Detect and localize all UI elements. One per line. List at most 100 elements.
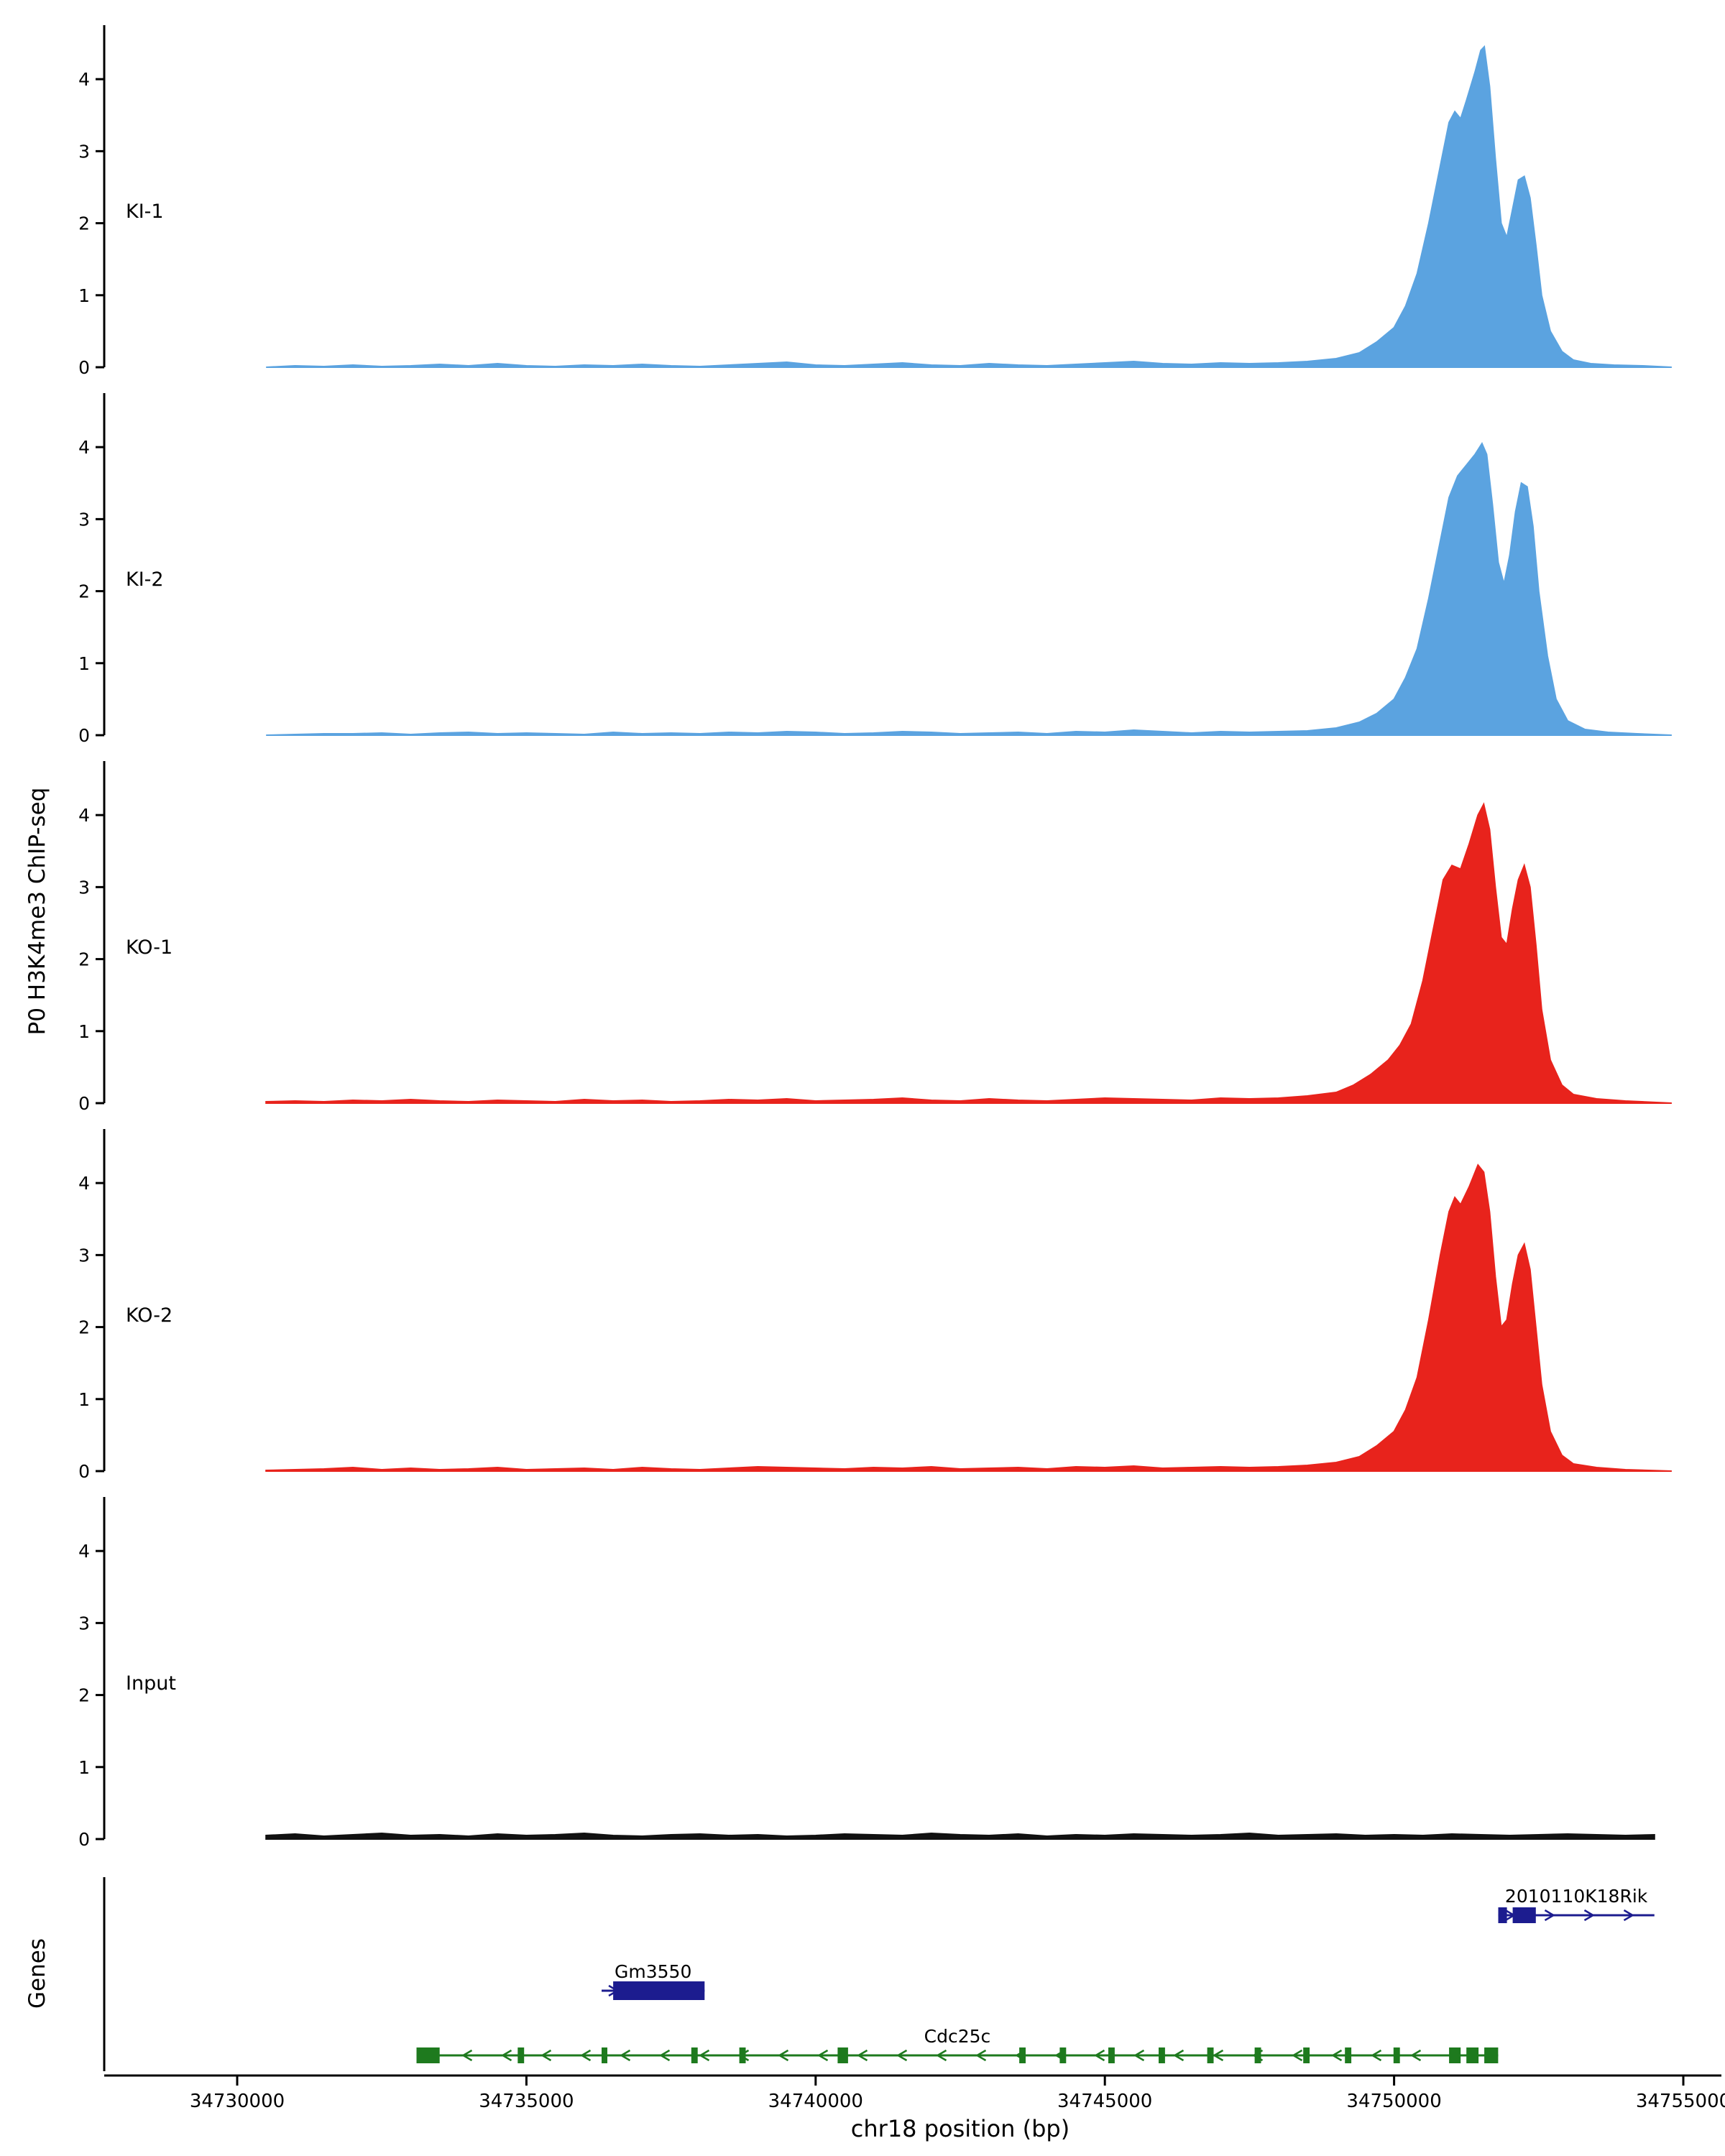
gene-Gm3550: Gm3550 <box>602 1961 705 2000</box>
track-label: Input <box>126 1672 176 1695</box>
exon-box <box>1345 2047 1352 2063</box>
track-label: KI-2 <box>126 568 164 591</box>
strand-arrow-icon <box>1094 2049 1105 2062</box>
exon-box <box>739 2047 746 2063</box>
signal-area <box>265 1164 1672 1472</box>
x-axis-label: chr18 position (bp) <box>850 2115 1070 2142</box>
strand-arrow-icon <box>975 2049 987 2062</box>
exon-box <box>1159 2047 1165 2063</box>
strand-arrow-icon <box>620 2049 631 2062</box>
exon-box <box>1254 2047 1261 2063</box>
exon-box <box>1303 2047 1310 2063</box>
exon-box <box>837 2047 848 2063</box>
y-tick-label: 3 <box>78 1613 90 1634</box>
x-tick-label: 34750000 <box>1346 2091 1441 2112</box>
exon-box <box>613 1981 705 2000</box>
signal-area <box>266 45 1672 368</box>
x-tick-label: 34730000 <box>190 2091 285 2112</box>
strand-arrow-icon <box>580 2049 592 2062</box>
y-tick-label: 4 <box>78 1541 90 1562</box>
y-tick-label: 2 <box>78 949 90 970</box>
strand-arrow-icon <box>540 2049 552 2062</box>
strand-arrow-icon <box>1410 2049 1422 2062</box>
exon-box <box>1019 2047 1026 2063</box>
exon-box <box>1449 2047 1461 2063</box>
y-tick-label: 4 <box>78 437 90 458</box>
y-tick-label: 1 <box>78 1757 90 1778</box>
y-tick-label: 2 <box>78 1317 90 1338</box>
exon-box <box>1393 2047 1400 2063</box>
y-tick-label: 1 <box>78 1389 90 1410</box>
exon-box <box>1108 2047 1115 2063</box>
strand-arrow-icon <box>896 2049 908 2062</box>
exon-box <box>1484 2047 1499 2063</box>
track-KI-1: 0 1 2 3 4 KI-1 <box>78 25 1672 378</box>
track-label: KI-1 <box>126 201 164 223</box>
strand-arrow-icon <box>857 2049 868 2062</box>
y-tick-label: 2 <box>78 213 90 234</box>
x-tick-label: 34745000 <box>1057 2091 1152 2112</box>
track-label: KO-2 <box>126 1304 172 1327</box>
exon-box <box>1207 2047 1214 2063</box>
strand-arrow-icon <box>778 2049 789 2062</box>
track-KI-2: 0 1 2 3 4 KI-2 <box>78 393 1672 746</box>
strand-arrow-icon <box>501 2049 512 2062</box>
y-tick-label: 4 <box>78 69 90 90</box>
y-tick-label: 4 <box>78 1173 90 1194</box>
strand-arrow-icon <box>659 2049 671 2062</box>
y-tick-label: 0 <box>78 725 90 746</box>
y-tick-label: 0 <box>78 357 90 378</box>
gene-2010110K18Rik: 2010110K18Rik <box>1498 1886 1655 1923</box>
strand-arrow-icon <box>1133 2049 1145 2062</box>
signal-area <box>265 1832 1655 1840</box>
exon-box <box>416 2047 440 2063</box>
strand-arrow-icon <box>1173 2049 1184 2062</box>
y-tick-label: 1 <box>78 653 90 674</box>
y-tick-label: 3 <box>78 141 90 162</box>
y-tick-label: 3 <box>78 877 90 898</box>
y-tick-label: 3 <box>78 509 90 530</box>
signal-area <box>266 441 1672 736</box>
strand-arrow-icon <box>1623 1909 1634 1922</box>
exon-box <box>691 2047 698 2063</box>
gene-Cdc25c: Cdc25c <box>416 2026 1499 2063</box>
track-Input: 0 1 2 3 4 Input <box>78 1497 1655 1850</box>
exon-box <box>518 2047 525 2063</box>
exon-box <box>1466 2047 1479 2063</box>
strand-arrow-icon <box>1371 2049 1382 2062</box>
x-tick-label: 34740000 <box>768 2091 863 2112</box>
y-tick-label: 2 <box>78 581 90 602</box>
strand-arrow-icon <box>1583 1909 1595 1922</box>
y-tick-label: 1 <box>78 1021 90 1042</box>
strand-arrow-icon <box>699 2049 710 2062</box>
strand-arrow-icon <box>817 2049 829 2062</box>
x-tick-label: 34755000 <box>1636 2091 1725 2112</box>
exon-box <box>1498 1907 1507 1923</box>
gene-label: 2010110K18Rik <box>1505 1886 1648 1907</box>
y-tick-label: 3 <box>78 1245 90 1266</box>
strand-arrow-icon <box>1544 1909 1555 1922</box>
track-label: KO-1 <box>126 936 172 959</box>
signal-area <box>265 802 1672 1104</box>
exon-box <box>602 2047 607 2063</box>
genes-panel: 2010110K18Rik Gm3550 Cdc25c <box>103 1877 1655 2071</box>
track-KO-1: 0 1 2 3 4 KO-1 <box>78 761 1672 1114</box>
y-tick-label: 0 <box>78 1093 90 1114</box>
y-tick-label: 1 <box>78 285 90 306</box>
y-tick-label: 0 <box>78 1829 90 1850</box>
x-tick-label: 34735000 <box>479 2091 574 2112</box>
y-tick-label: 4 <box>78 805 90 826</box>
x-axis: 34730000 34735000 34740000 34745000 34750000… <box>104 2074 1725 2112</box>
strand-arrow-icon <box>1213 2049 1224 2062</box>
strand-arrow-icon <box>461 2049 473 2062</box>
y-tick-label: 0 <box>78 1461 90 1482</box>
track-KO-2: 0 1 2 3 4 KO-2 <box>78 1129 1672 1482</box>
exon-box <box>1512 1907 1536 1923</box>
gene-label: Gm3550 <box>615 1961 691 1982</box>
exon-box <box>1059 2047 1067 2063</box>
strand-arrow-icon <box>936 2049 947 2062</box>
gene-label: Cdc25c <box>924 2026 991 2047</box>
strand-arrow-icon <box>1331 2049 1343 2062</box>
